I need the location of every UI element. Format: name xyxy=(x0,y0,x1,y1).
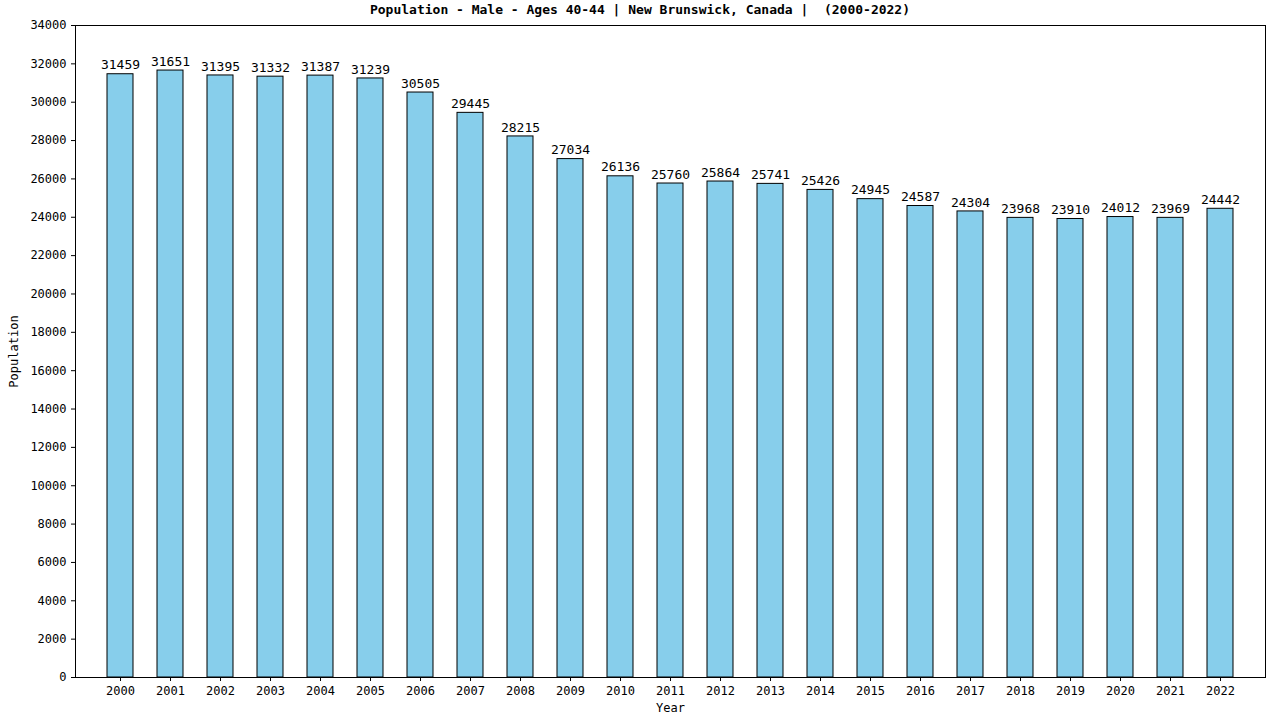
svg-text:28215: 28215 xyxy=(501,120,540,135)
svg-text:24945: 24945 xyxy=(851,182,890,197)
svg-text:2005: 2005 xyxy=(356,684,385,698)
svg-text:2004: 2004 xyxy=(306,684,335,698)
svg-text:29445: 29445 xyxy=(451,96,490,111)
svg-text:30000: 30000 xyxy=(30,95,66,109)
svg-text:2015: 2015 xyxy=(856,684,885,698)
svg-text:24587: 24587 xyxy=(901,189,940,204)
svg-text:12000: 12000 xyxy=(30,440,66,454)
svg-text:2009: 2009 xyxy=(556,684,585,698)
svg-text:2007: 2007 xyxy=(456,684,485,698)
svg-text:6000: 6000 xyxy=(38,555,67,569)
svg-text:23910: 23910 xyxy=(1051,202,1090,217)
svg-text:31395: 31395 xyxy=(201,59,240,74)
svg-text:31387: 31387 xyxy=(301,59,340,74)
svg-text:23969: 23969 xyxy=(1151,201,1190,216)
svg-text:2002: 2002 xyxy=(206,684,235,698)
svg-text:32000: 32000 xyxy=(30,57,66,71)
svg-text:10000: 10000 xyxy=(30,479,66,493)
svg-text:14000: 14000 xyxy=(30,402,66,416)
svg-text:2018: 2018 xyxy=(1006,684,1035,698)
svg-text:25760: 25760 xyxy=(651,167,690,182)
svg-text:20000: 20000 xyxy=(30,287,66,301)
svg-text:2013: 2013 xyxy=(756,684,785,698)
svg-text:2022: 2022 xyxy=(1206,684,1235,698)
svg-text:24000: 24000 xyxy=(30,210,66,224)
svg-text:31459: 31459 xyxy=(101,57,140,72)
svg-text:31332: 31332 xyxy=(251,60,290,75)
svg-text:2008: 2008 xyxy=(506,684,535,698)
svg-text:25741: 25741 xyxy=(751,167,790,182)
svg-text:2016: 2016 xyxy=(906,684,935,698)
svg-text:2019: 2019 xyxy=(1056,684,1085,698)
svg-text:22000: 22000 xyxy=(30,248,66,262)
svg-text:28000: 28000 xyxy=(30,133,66,147)
svg-text:2017: 2017 xyxy=(956,684,985,698)
svg-text:26136: 26136 xyxy=(601,159,640,174)
svg-text:2001: 2001 xyxy=(156,684,185,698)
svg-text:2012: 2012 xyxy=(706,684,735,698)
svg-text:2006: 2006 xyxy=(406,684,435,698)
svg-text:24304: 24304 xyxy=(951,195,990,210)
svg-text:25426: 25426 xyxy=(801,173,840,188)
svg-text:16000: 16000 xyxy=(30,364,66,378)
svg-text:2011: 2011 xyxy=(656,684,685,698)
svg-text:Population: Population xyxy=(7,315,21,387)
svg-text:31239: 31239 xyxy=(351,62,390,77)
svg-text:2020: 2020 xyxy=(1106,684,1135,698)
svg-text:Year: Year xyxy=(656,701,685,715)
svg-text:2010: 2010 xyxy=(606,684,635,698)
svg-text:26000: 26000 xyxy=(30,172,66,186)
svg-text:23968: 23968 xyxy=(1001,201,1040,216)
svg-text:8000: 8000 xyxy=(38,517,67,531)
svg-text:27034: 27034 xyxy=(551,142,590,157)
svg-text:0: 0 xyxy=(59,670,66,684)
svg-text:4000: 4000 xyxy=(38,594,67,608)
svg-text:18000: 18000 xyxy=(30,325,66,339)
svg-text:31651: 31651 xyxy=(151,54,190,69)
svg-text:2014: 2014 xyxy=(806,684,835,698)
svg-text:2003: 2003 xyxy=(256,684,285,698)
svg-text:24442: 24442 xyxy=(1201,192,1240,207)
svg-text:30505: 30505 xyxy=(401,76,440,91)
html-text:Population - Male - Ages 40-44: Population - Male - Ages 40-44 | New Bru… xyxy=(370,2,910,17)
svg-text:24012: 24012 xyxy=(1101,200,1140,215)
svg-text:2000: 2000 xyxy=(106,684,135,698)
svg-text:2021: 2021 xyxy=(1156,684,1185,698)
svg-text:2000: 2000 xyxy=(38,632,67,646)
svg-text:34000: 34000 xyxy=(30,20,66,32)
svg-text:25864: 25864 xyxy=(701,165,740,180)
